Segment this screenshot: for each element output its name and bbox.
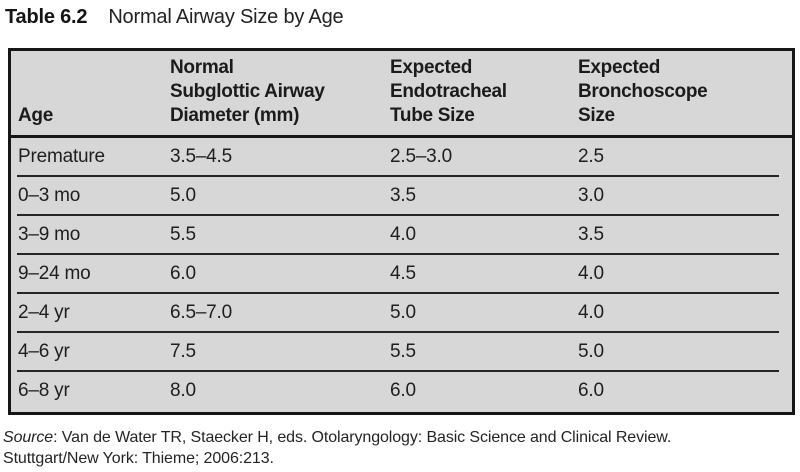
table-caption: Normal Airway Size by Age	[108, 6, 344, 28]
column-header-subglottic-diameter: Normal Subglottic Airway Diameter (mm)	[170, 57, 325, 126]
cell-bronchoscope-size: 6.0	[578, 379, 604, 401]
cell-bronchoscope-size: 3.5	[578, 223, 604, 245]
cell-ett-size: 5.0	[390, 301, 416, 323]
table-row: Premature 3.5–4.5 2.5–3.0 2.5	[11, 138, 792, 175]
row-divider	[17, 214, 779, 216]
table-row: 6–8 yr 8.0 6.0 6.0	[11, 372, 792, 409]
cell-bronchoscope-size: 4.0	[578, 301, 604, 323]
source-citation: Source: Van de Water TR, Staecker H, eds…	[3, 427, 793, 469]
column-header-endotracheal-tube: Expected Endotracheal Tube Size	[390, 57, 507, 126]
cell-ett-size: 4.0	[390, 223, 416, 245]
table-title: Table 6.2 Normal Airway Size by Age	[5, 4, 344, 30]
cell-bronchoscope-size: 4.0	[578, 262, 604, 284]
cell-age: 6–8 yr	[18, 379, 70, 401]
table-row: 3–9 mo 5.5 4.0 3.5	[11, 216, 792, 253]
cell-bronchoscope-size: 3.0	[578, 184, 604, 206]
source-text: : Van de Water TR, Staecker H, eds. Otol…	[53, 429, 672, 446]
table-row: 4–6 yr 7.5 5.5 5.0	[11, 333, 792, 370]
table-row: 0–3 mo 5.0 3.5 3.0	[11, 177, 792, 214]
cell-diameter: 6.0	[170, 262, 196, 284]
cell-bronchoscope-size: 2.5	[578, 145, 604, 167]
cell-age: 2–4 yr	[18, 301, 70, 323]
row-divider	[17, 253, 779, 255]
cell-diameter: 7.5	[170, 340, 196, 362]
cell-age: 9–24 mo	[18, 262, 91, 284]
cell-age: 3–9 mo	[18, 223, 81, 245]
cell-age: Premature	[18, 145, 105, 167]
source-line-1: Source: Van de Water TR, Staecker H, eds…	[3, 427, 793, 448]
cell-diameter: 6.5–7.0	[170, 301, 232, 323]
row-divider	[17, 292, 779, 294]
column-header-age: Age	[18, 105, 53, 126]
column-header-bronchoscope: Expected Bronchoscope Size	[578, 57, 708, 126]
table-number: Table 6.2	[5, 6, 88, 28]
cell-diameter: 3.5–4.5	[170, 145, 232, 167]
cell-ett-size: 6.0	[390, 379, 416, 401]
cell-ett-size: 4.5	[390, 262, 416, 284]
cell-age: 0–3 mo	[18, 184, 81, 206]
cell-ett-size: 2.5–3.0	[390, 145, 452, 167]
table-row: 9–24 mo 6.0 4.5 4.0	[11, 255, 792, 292]
cell-diameter: 8.0	[170, 379, 196, 401]
cell-diameter: 5.0	[170, 184, 196, 206]
cell-bronchoscope-size: 5.0	[578, 340, 604, 362]
source-label: Source	[3, 429, 54, 446]
cell-ett-size: 3.5	[390, 184, 416, 206]
table-row: 2–4 yr 6.5–7.0 5.0 4.0	[11, 294, 792, 331]
row-divider	[17, 331, 779, 333]
table-header-row: Age Normal Subglottic Airway Diameter (m…	[11, 51, 792, 138]
row-divider	[17, 370, 779, 372]
cell-ett-size: 5.5	[390, 340, 416, 362]
row-divider	[17, 175, 779, 177]
cell-age: 4–6 yr	[18, 340, 70, 362]
cell-diameter: 5.5	[170, 223, 196, 245]
airway-size-table: Age Normal Subglottic Airway Diameter (m…	[8, 48, 795, 415]
source-line-2: Stuttgart/New York: Thieme; 2006:213.	[3, 450, 274, 467]
